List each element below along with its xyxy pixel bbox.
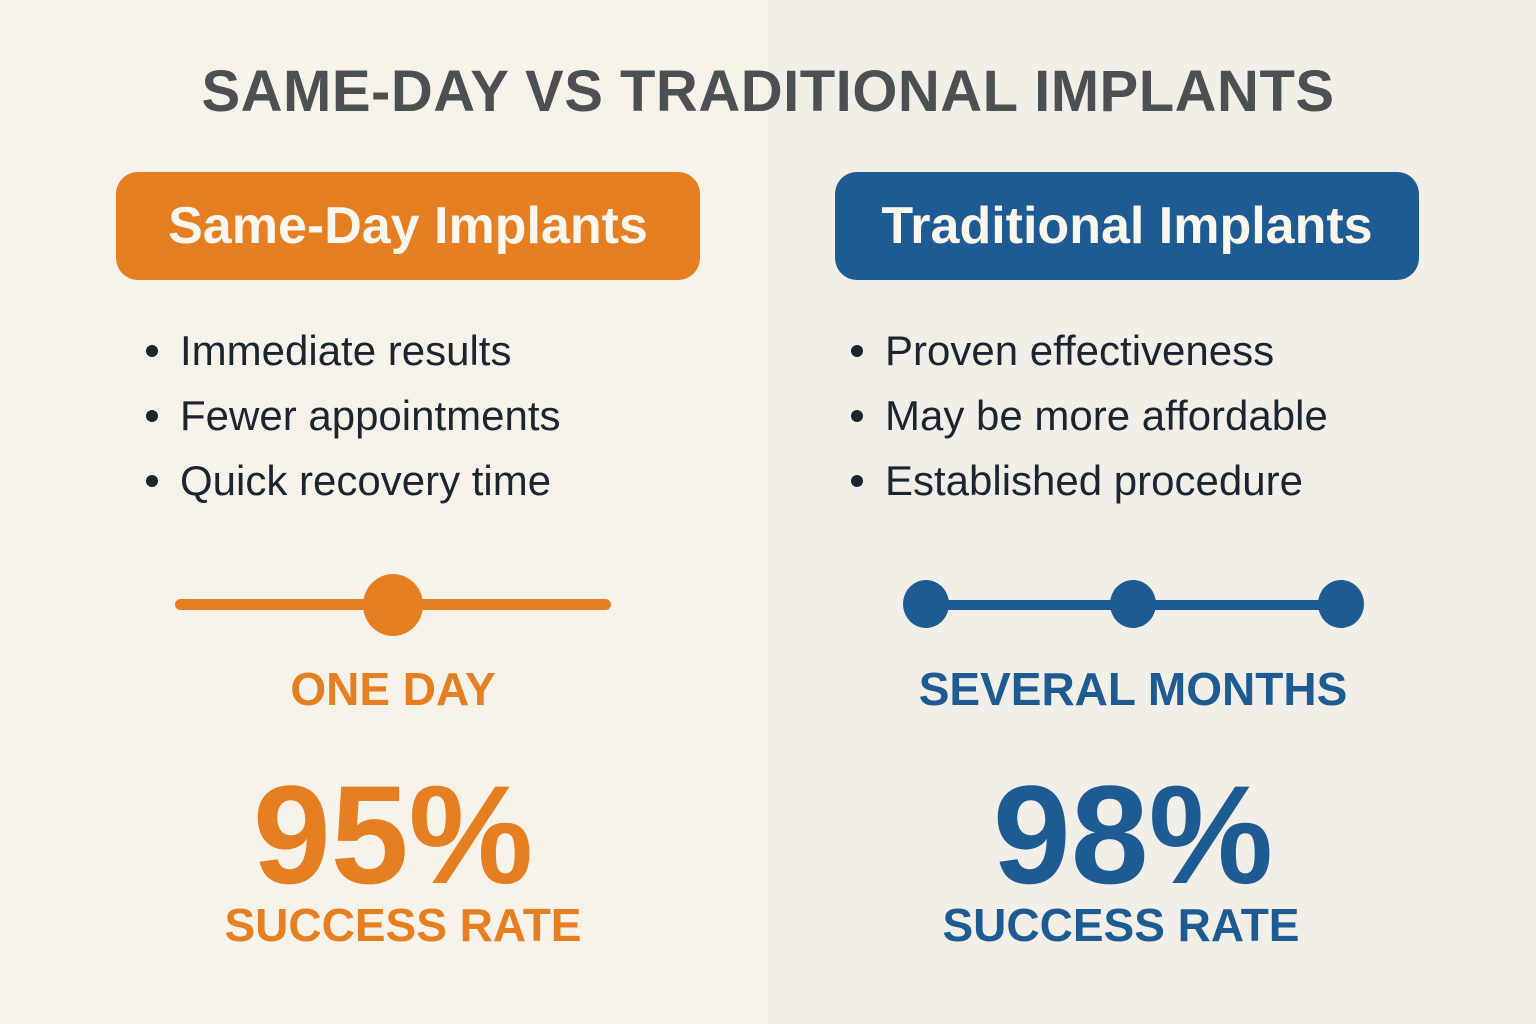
traditional-success-percent: 98% bbox=[992, 756, 1274, 913]
timeline-node bbox=[363, 574, 423, 636]
three-node-timeline-icon bbox=[903, 580, 1366, 630]
bullet-icon bbox=[146, 409, 158, 422]
list-item: Quick recovery time bbox=[144, 448, 561, 513]
bullet-icon bbox=[851, 344, 863, 357]
timeline-node bbox=[903, 580, 949, 628]
list-item: Fewer appointments bbox=[144, 383, 561, 448]
same-day-success-label: SUCCESS RATE bbox=[224, 899, 582, 951]
timeline-node bbox=[1110, 580, 1156, 628]
bullet-icon bbox=[146, 344, 158, 357]
left-panel-background bbox=[0, 0, 768, 1024]
same-day-benefits-list: Immediate results Fewer appointments Qui… bbox=[144, 318, 561, 513]
right-panel-background bbox=[768, 0, 1536, 1024]
list-item: Proven effectiveness bbox=[849, 318, 1328, 383]
single-node-timeline-icon bbox=[175, 574, 611, 636]
bullet-icon bbox=[146, 474, 158, 487]
timeline-node bbox=[1318, 580, 1364, 628]
same-day-duration: ONE DAY bbox=[290, 663, 496, 715]
traditional-success-label: SUCCESS RATE bbox=[942, 899, 1300, 951]
list-item: Immediate results bbox=[144, 318, 561, 383]
same-day-header: Same-Day Implants bbox=[116, 172, 700, 280]
same-day-success-percent: 95% bbox=[252, 756, 534, 913]
bullet-icon bbox=[851, 409, 863, 422]
traditional-header: Traditional Implants bbox=[835, 172, 1419, 280]
traditional-benefits-list: Proven effectiveness May be more afforda… bbox=[849, 318, 1328, 513]
bullet-icon bbox=[851, 474, 863, 487]
traditional-duration: SEVERAL MONTHS bbox=[918, 663, 1348, 715]
list-item: May be more affordable bbox=[849, 383, 1328, 448]
list-item: Established procedure bbox=[849, 448, 1328, 513]
traditional-header-label: Traditional Implants bbox=[881, 197, 1373, 255]
page-title: SAME-DAY VS TRADITIONAL IMPLANTS bbox=[201, 59, 1335, 124]
same-day-header-label: Same-Day Implants bbox=[168, 197, 648, 255]
